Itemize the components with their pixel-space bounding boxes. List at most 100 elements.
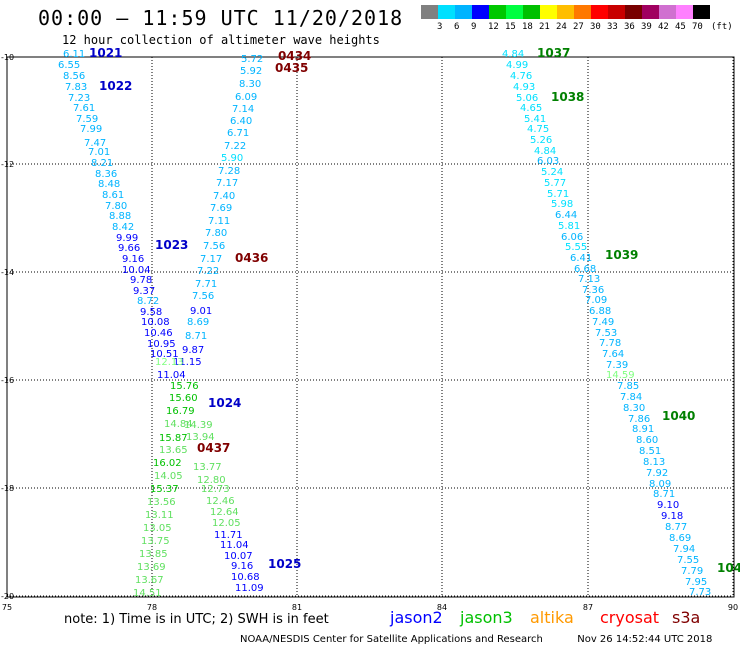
swh-value: 13.77 bbox=[193, 462, 222, 473]
swh-value: 15.76 bbox=[170, 381, 199, 392]
scale-swatch bbox=[421, 5, 438, 19]
pass-label: 1038 bbox=[551, 90, 584, 104]
swh-value: 6.88 bbox=[589, 306, 611, 317]
scale-label: 24 bbox=[556, 22, 567, 32]
scale-swatch bbox=[455, 5, 472, 19]
swh-value: 15.37 bbox=[150, 484, 179, 495]
swh-value: 6.44 bbox=[555, 210, 577, 221]
scale-label: 6 bbox=[454, 22, 460, 32]
map-grid bbox=[6, 56, 734, 597]
swh-value: 8.61 bbox=[102, 190, 124, 201]
swh-value: 7.22 bbox=[224, 141, 246, 152]
scale-label: 36 bbox=[624, 22, 635, 32]
swh-value: 8.91 bbox=[632, 424, 654, 435]
swh-value: 7.80 bbox=[105, 201, 127, 212]
swh-value: 7.40 bbox=[213, 191, 235, 202]
swh-value: 9.16 bbox=[122, 254, 144, 265]
lon-label: 78 bbox=[147, 603, 157, 612]
swh-value: 4.75 bbox=[527, 124, 549, 135]
swh-value: 8.36 bbox=[95, 169, 117, 180]
pass-label: 0436 bbox=[235, 251, 268, 265]
swh-value: 9.16 bbox=[231, 561, 253, 572]
scale-swatch bbox=[676, 5, 693, 19]
lon-label: 75 bbox=[2, 603, 12, 612]
pass-label: 1023 bbox=[155, 238, 188, 252]
swh-value: 9.01 bbox=[190, 306, 212, 317]
footer-credit: NOAA/NESDIS Center for Satellite Applica… bbox=[240, 634, 543, 645]
swh-value: 6.40 bbox=[230, 116, 252, 127]
scale-swatch bbox=[438, 5, 455, 19]
pass-label: 1037 bbox=[537, 46, 570, 60]
swh-value: 7.78 bbox=[599, 338, 621, 349]
scale-swatch bbox=[540, 5, 557, 19]
swh-value: 4.84 bbox=[502, 49, 524, 60]
pass-label: 1025 bbox=[268, 557, 301, 571]
pass-label: 104 bbox=[717, 561, 740, 575]
swh-value: 8.42 bbox=[112, 222, 134, 233]
swh-value: 7.22 bbox=[197, 266, 219, 277]
scale-swatch bbox=[523, 5, 540, 19]
swh-value: 7.17 bbox=[216, 178, 238, 189]
footer: NOAA/NESDIS Center for Satellite Applica… bbox=[240, 634, 712, 645]
map-frame bbox=[6, 56, 735, 598]
swh-value: 5.98 bbox=[551, 199, 573, 210]
scale-swatch bbox=[608, 5, 625, 19]
swh-value: 10.07 bbox=[224, 551, 253, 562]
pass-label: 1040 bbox=[662, 409, 695, 423]
scale-label: 27 bbox=[573, 22, 584, 32]
swh-value: 6.55 bbox=[58, 60, 80, 71]
swh-value: 7.80 bbox=[205, 228, 227, 239]
swh-value: 8.60 bbox=[636, 435, 658, 446]
swh-value: 7.36 bbox=[582, 285, 604, 296]
pass-label: 0434 bbox=[278, 49, 311, 63]
scale-label: 18 bbox=[522, 22, 533, 32]
swh-value: 7.39 bbox=[606, 360, 628, 371]
swh-value: 6.71 bbox=[227, 128, 249, 139]
legend-s3a: s3a bbox=[672, 608, 701, 627]
scale-swatch bbox=[625, 5, 642, 19]
swh-value: 14.39 bbox=[184, 420, 213, 431]
pass-label: 0437 bbox=[197, 441, 230, 455]
swh-value: 5.06 bbox=[516, 93, 538, 104]
swh-value: 12.05 bbox=[212, 518, 241, 529]
swh-value: 8.71 bbox=[185, 331, 207, 342]
page-subtitle: 12 hour collection of altimeter wave hei… bbox=[62, 33, 380, 47]
swh-value: 13.05 bbox=[143, 523, 172, 534]
swh-value: 12.73 bbox=[201, 484, 230, 495]
swh-value: 13.85 bbox=[139, 549, 168, 560]
scale-label: 42 bbox=[658, 22, 669, 32]
legend-jason3: jason3 bbox=[460, 608, 513, 627]
scale-label: 45 bbox=[675, 22, 686, 32]
swh-value: 12.46 bbox=[206, 496, 235, 507]
legend-altika: altika bbox=[530, 608, 574, 627]
swh-value: 11.04 bbox=[220, 540, 249, 551]
swh-value: 13.75 bbox=[141, 536, 170, 547]
swh-value: 7.13 bbox=[578, 274, 600, 285]
swh-value: 7.11 bbox=[208, 216, 230, 227]
swh-value: 4.84 bbox=[534, 146, 556, 157]
scale-swatch bbox=[489, 5, 506, 19]
swh-value: 6.03 bbox=[537, 156, 559, 167]
swh-value: 7.95 bbox=[685, 577, 707, 588]
swh-value: 10.08 bbox=[141, 317, 170, 328]
swh-value: 14.59 bbox=[606, 370, 635, 381]
swh-value: 8.30 bbox=[623, 403, 645, 414]
swh-value: 14.05 bbox=[154, 471, 183, 482]
swh-value: 7.01 bbox=[88, 147, 110, 158]
swh-value: 7.85 bbox=[617, 381, 639, 392]
swh-value: 9.18 bbox=[661, 511, 683, 522]
swh-value: 5.24 bbox=[541, 167, 563, 178]
swh-value: 8.21 bbox=[91, 158, 113, 169]
swh-value: 6.09 bbox=[235, 92, 257, 103]
swh-value: 11.15 bbox=[173, 357, 202, 368]
lat-label: -20 bbox=[1, 592, 14, 601]
swh-value: 7.49 bbox=[592, 317, 614, 328]
swh-value: 14.84 bbox=[164, 419, 193, 430]
swh-value: 6.11 bbox=[63, 49, 85, 60]
swh-value: 7.59 bbox=[76, 114, 98, 125]
swh-value: 4.76 bbox=[510, 71, 532, 82]
swh-value: 7.17 bbox=[200, 254, 222, 265]
scale-swatch bbox=[506, 5, 523, 19]
scale-label: 30 bbox=[590, 22, 601, 32]
